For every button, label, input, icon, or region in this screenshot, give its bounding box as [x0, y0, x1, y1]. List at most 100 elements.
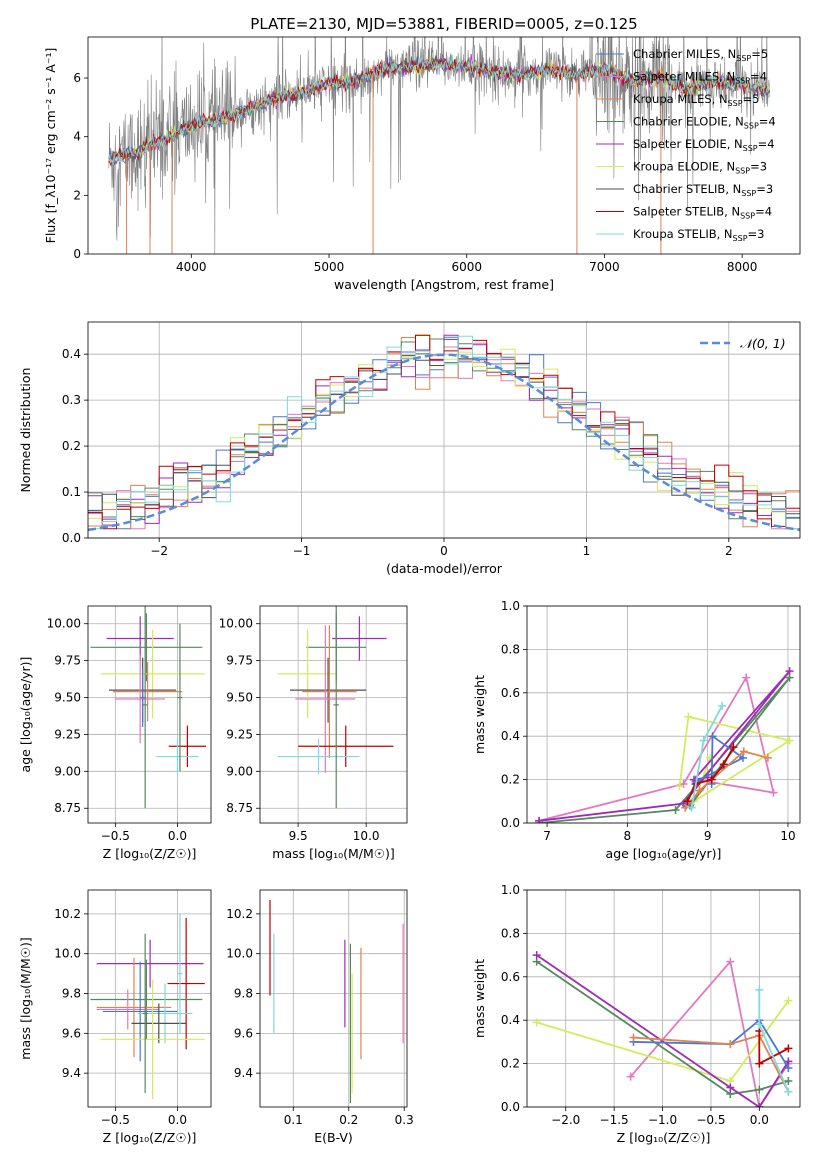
weight-series: [687, 701, 727, 812]
errorbar-point: [277, 738, 360, 775]
y-tick-label: 10.2: [54, 907, 81, 921]
y-tick-label: 6: [73, 71, 81, 85]
plot-area: [269, 899, 404, 1104]
series-point: [785, 736, 794, 745]
errorbar-point: [177, 913, 183, 1034]
x-tick-label: −0.5: [101, 1113, 130, 1127]
y-axis-label: Normed distribution: [18, 368, 33, 493]
series-point: [626, 1072, 635, 1081]
series-line: [536, 954, 790, 1107]
chart-spectrum: 4000 5000 6000 7000 8000 0 2 4 6 wavelength [Angs…: [43, 36, 801, 292]
errorbar-point: [295, 625, 356, 773]
chart-mass_vs_Z: −0.5 0.0 9.4 9.6 9.8 10.0 10.2 Z [log₁₀(Z/Z☉)] m…: [18, 889, 212, 1145]
x-tick-label: −0.5: [696, 1113, 725, 1127]
y-tick-label: 8.75: [54, 801, 81, 815]
series-point: [784, 1063, 793, 1072]
chart-mass_vs_ebv: 0.1 0.2 0.3 9.4 9.6 9.8 10.0 10.2 E(B-V): [226, 889, 414, 1145]
legend: 𝒩(0, 1): [700, 336, 786, 351]
series-point: [729, 743, 738, 752]
series-point: [726, 1040, 735, 1049]
y-tick-label: 0.8: [501, 926, 520, 940]
x-tick-label: 8000: [727, 260, 758, 274]
y-tick-label: 10.0: [226, 947, 253, 961]
x-tick-label: −2: [150, 544, 168, 558]
errorbar-point: [332, 616, 387, 661]
y-axis-label: mass weight: [472, 959, 487, 1038]
y-tick-label: 8.75: [226, 801, 253, 815]
x-tick-label: 9.5: [289, 829, 308, 843]
plot-area: [88, 334, 800, 532]
y-tick-label: 9.25: [54, 727, 81, 741]
chart-age_vs_mass: 9.5 10.0 8.75 9.00 9.25 9.50 9.75 10.00 mass [lo…: [219, 605, 408, 861]
series-point: [726, 1083, 735, 1092]
series-point: [707, 775, 716, 784]
x-tick-label: 0.0: [750, 1113, 769, 1127]
x-tick-label: 5000: [314, 260, 345, 274]
y-axis-label: mass weight: [472, 675, 487, 754]
chart-residuals: −2 −1 0 1 2 0.0 0.1 0.2 0.3 0.4 (data-model)/error…: [18, 321, 801, 576]
x-tick-label: −1: [293, 544, 311, 558]
errorbar-point: [100, 629, 205, 719]
y-tick-label: 0.4: [62, 347, 81, 361]
errorbar-point: [168, 725, 207, 767]
series-point: [755, 1085, 764, 1094]
y-tick-label: 2: [73, 188, 81, 202]
x-tick-label: 9: [704, 829, 712, 843]
x-tick-label: 0.0: [168, 1113, 187, 1127]
plot-area: [108, 37, 771, 254]
y-tick-label: 9.00: [54, 764, 81, 778]
x-tick-label: −0.5: [101, 829, 130, 843]
series-point: [695, 786, 704, 795]
x-tick-label: 0: [440, 544, 448, 558]
errorbar-point: [333, 606, 339, 809]
y-tick-label: 10.0: [54, 947, 81, 961]
y-tick-label: 9.6: [234, 1026, 253, 1040]
axes-frame: [526, 889, 801, 1108]
y-tick-label: 0.3: [62, 393, 81, 407]
x-tick-label: −1.5: [600, 1113, 629, 1127]
y-tick-label: 0: [73, 247, 81, 261]
residual-histogram: [88, 335, 800, 530]
series-line: [538, 675, 775, 822]
weight-series: [532, 996, 793, 1085]
y-tick-label: 9.50: [226, 691, 253, 705]
y-axis-label: mass [log₁₀(M/M☉)]: [18, 937, 33, 1059]
series-point: [699, 736, 708, 745]
y-tick-label: 1.0: [501, 599, 520, 613]
errorbar-point: [102, 961, 178, 1062]
x-axis-label: Z [log₁₀(Z/Z☉)]: [103, 846, 197, 861]
series-point: [675, 782, 684, 791]
chart-weight_vs_age: 7 8 9 10 0.0 0.2 0.4 0.6 0.8 1.0 age [log₁₀(age/yr…: [472, 599, 801, 861]
errorbar-point: [90, 613, 203, 682]
series-point: [726, 957, 735, 966]
series-point: [755, 1020, 764, 1029]
y-tick-label: 0.2: [62, 439, 81, 453]
x-axis-label: age [log₁₀(age/yr)]: [606, 846, 722, 861]
series-point: [784, 1087, 793, 1096]
series-point: [629, 1033, 638, 1042]
x-tick-label: −1.0: [648, 1113, 677, 1127]
y-tick-label: 10.00: [47, 617, 81, 631]
y-tick-label: 1.0: [501, 883, 520, 897]
series-point: [718, 701, 727, 710]
x-tick-label: 1: [583, 544, 591, 558]
y-tick-label: 0.4: [501, 729, 520, 743]
weight-series: [755, 985, 793, 1096]
series-point: [738, 753, 747, 762]
series-point: [763, 753, 772, 762]
y-tick-label: 9.8: [62, 987, 81, 1001]
series-point: [684, 712, 693, 721]
legend-label: 𝒩(0, 1): [740, 336, 786, 351]
y-tick-label: 0.0: [501, 816, 520, 830]
y-tick-label: 0.0: [62, 531, 81, 545]
x-tick-label: 7000: [589, 260, 620, 274]
y-tick-label: 0.6: [501, 686, 520, 700]
x-axis-label: Z [log₁₀(Z/Z☉)]: [103, 1130, 197, 1145]
series-point: [708, 732, 717, 741]
x-tick-label: 0.2: [339, 1113, 358, 1127]
errorbar-point: [140, 668, 146, 728]
axes-frame: [87, 889, 212, 1108]
errorbar-point: [96, 989, 159, 1030]
series-line: [538, 677, 791, 823]
x-axis-label: (data-model)/error: [386, 561, 503, 576]
